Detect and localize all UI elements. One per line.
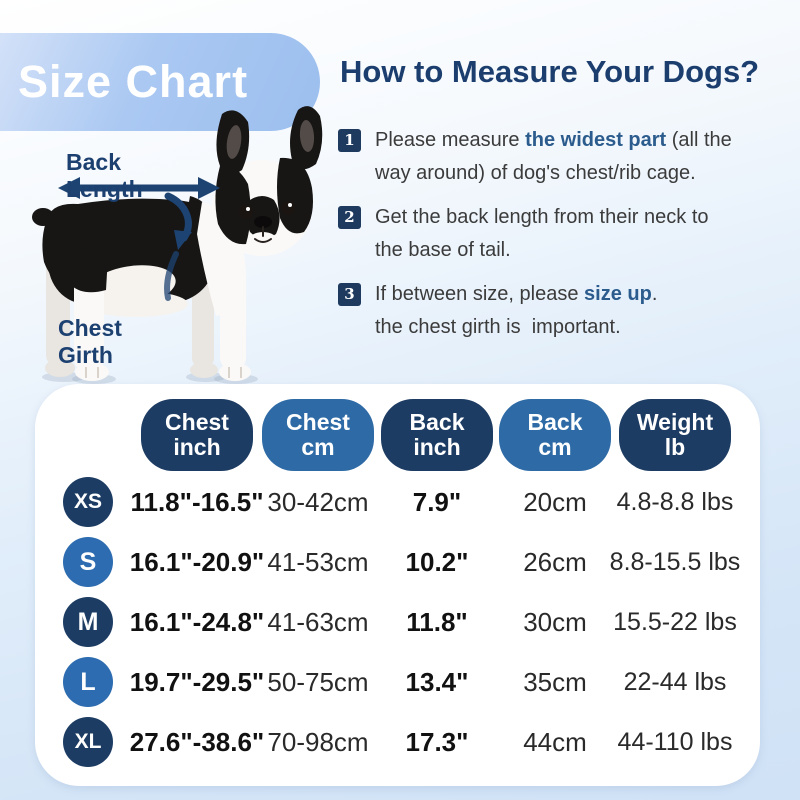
chest-girth-arrow-icon [164,192,192,301]
step-text: Please measure [375,129,526,151]
size-badge: L [63,657,113,707]
step-text: If between size, please [375,283,585,305]
howto-step: 1 Please measure the widest part (all th… [338,124,798,190]
cell-back-cm: 44cm [523,727,587,757]
cell-weight: 22-44 lbs [623,668,727,696]
cell-back-cm: 20cm [523,487,587,517]
table-row: XS 11.8"-16.5" 30-42cm 7.9" 20cm 4.8-8.8… [35,477,760,527]
header-line2: cm [538,434,572,460]
header-line2: cm [301,434,335,460]
step-text-emphasis: size up [584,283,652,305]
header-line1: Weight [636,409,714,435]
table-row: XL 27.6"-38.6" 70-98cm 17.3" 44cm 44-110… [35,717,760,767]
cell-weight: 15.5-22 lbs [613,608,737,636]
cell-chest-cm: 30-42cm [267,487,369,517]
header-line1: Chest [286,409,350,435]
chest-girth-label: Chest Girth [58,315,122,368]
step-text: the base of tail. [375,239,511,261]
step-number-badge: 1 [338,129,361,152]
step-number-badge: 3 [338,283,361,306]
cell-chest-inch: 27.6"-38.6" [129,727,265,757]
cell-back-cm: 26cm [523,547,587,577]
cell-back-inch: 7.9" [412,487,462,517]
step-text-emphasis: the widest part [525,129,667,151]
size-badge: XL [63,717,113,767]
step-text: (all the [666,129,732,151]
table-header-pill: Weight lb [619,399,731,471]
header-line2: inch [413,434,461,460]
howto-title: How to Measure Your Dogs? [340,54,760,89]
banner-title: Size Chart [18,56,249,107]
howto-steps: 1 Please measure the widest part (all th… [338,124,798,355]
table-row: L 19.7"-29.5" 50-75cm 13.4" 35cm 22-44 l… [35,657,760,707]
table-header-pill: Chest cm [262,399,374,471]
step-text-line: Please measure the widest part (all the [375,124,732,157]
step-number-badge: 2 [338,206,361,229]
header-line1: Back [527,409,583,435]
cell-back-inch: 13.4" [405,667,469,697]
cell-chest-cm: 50-75cm [267,667,369,697]
step-text: way around) of dog's chest/rib cage. [375,162,696,184]
cell-chest-cm: 70-98cm [267,727,369,757]
cell-chest-inch: 19.7"-29.5" [129,667,265,697]
table-header-pill: Chest inch [141,399,253,471]
header-line1: Back [409,409,465,435]
cell-weight: 4.8-8.8 lbs [616,488,734,516]
size-badge: M [63,597,113,647]
step-text: . [651,283,658,305]
step-text: Get the back length from their neck to [375,206,709,228]
table-header-pill: Back inch [381,399,493,471]
header-line1: Chest [165,409,229,435]
cell-chest-cm: 41-63cm [267,607,369,637]
step-text-line: the base of tail. [375,234,709,267]
back-length-label: Back Length [66,149,143,202]
cell-back-inch: 17.3" [405,727,469,757]
step-text-block: Please measure the widest part (all the w… [375,124,732,190]
size-table-panel: Chest inch Chest cm Back inch Back cm We… [35,384,760,786]
step-text-line: If between size, please size up. [375,278,657,311]
back-length-arrow-icon [58,177,220,199]
cell-back-cm: 35cm [523,667,587,697]
dog-illustration [32,106,323,384]
table-header-pill: Back cm [499,399,611,471]
step-text-block: If between size, please size up. the ches… [375,278,657,344]
header-line2: lb [664,434,686,460]
table-row: M 16.1"-24.8" 41-63cm 11.8" 30cm 15.5-22… [35,597,760,647]
cell-chest-inch: 16.1"-24.8" [129,607,265,637]
size-badge: XS [63,477,113,527]
howto-step: 3 If between size, please size up. the ch… [338,278,798,344]
cell-chest-cm: 41-53cm [267,547,369,577]
step-text-line: the chest girth is important. [375,311,657,344]
step-text-line: way around) of dog's chest/rib cage. [375,157,732,190]
cell-back-inch: 10.2" [405,547,469,577]
size-chart-banner: Size Chart [0,33,320,131]
step-text: the chest girth is important. [375,316,621,338]
howto-step: 2 Get the back length from their neck to… [338,201,798,267]
cell-back-inch: 11.8" [406,607,468,637]
cell-chest-inch: 11.8"-16.5" [130,487,264,517]
size-badge: S [63,537,113,587]
header-line2: inch [173,434,221,460]
table-row: S 16.1"-20.9" 41-53cm 10.2" 26cm 8.8-15.… [35,537,760,587]
step-text-block: Get the back length from their neck to th… [375,201,709,267]
step-text-line: Get the back length from their neck to [375,201,709,234]
cell-weight: 8.8-15.5 lbs [609,548,741,576]
cell-back-cm: 30cm [523,607,587,637]
cell-weight: 44-110 lbs [617,728,733,756]
cell-chest-inch: 16.1"-20.9" [129,547,265,577]
